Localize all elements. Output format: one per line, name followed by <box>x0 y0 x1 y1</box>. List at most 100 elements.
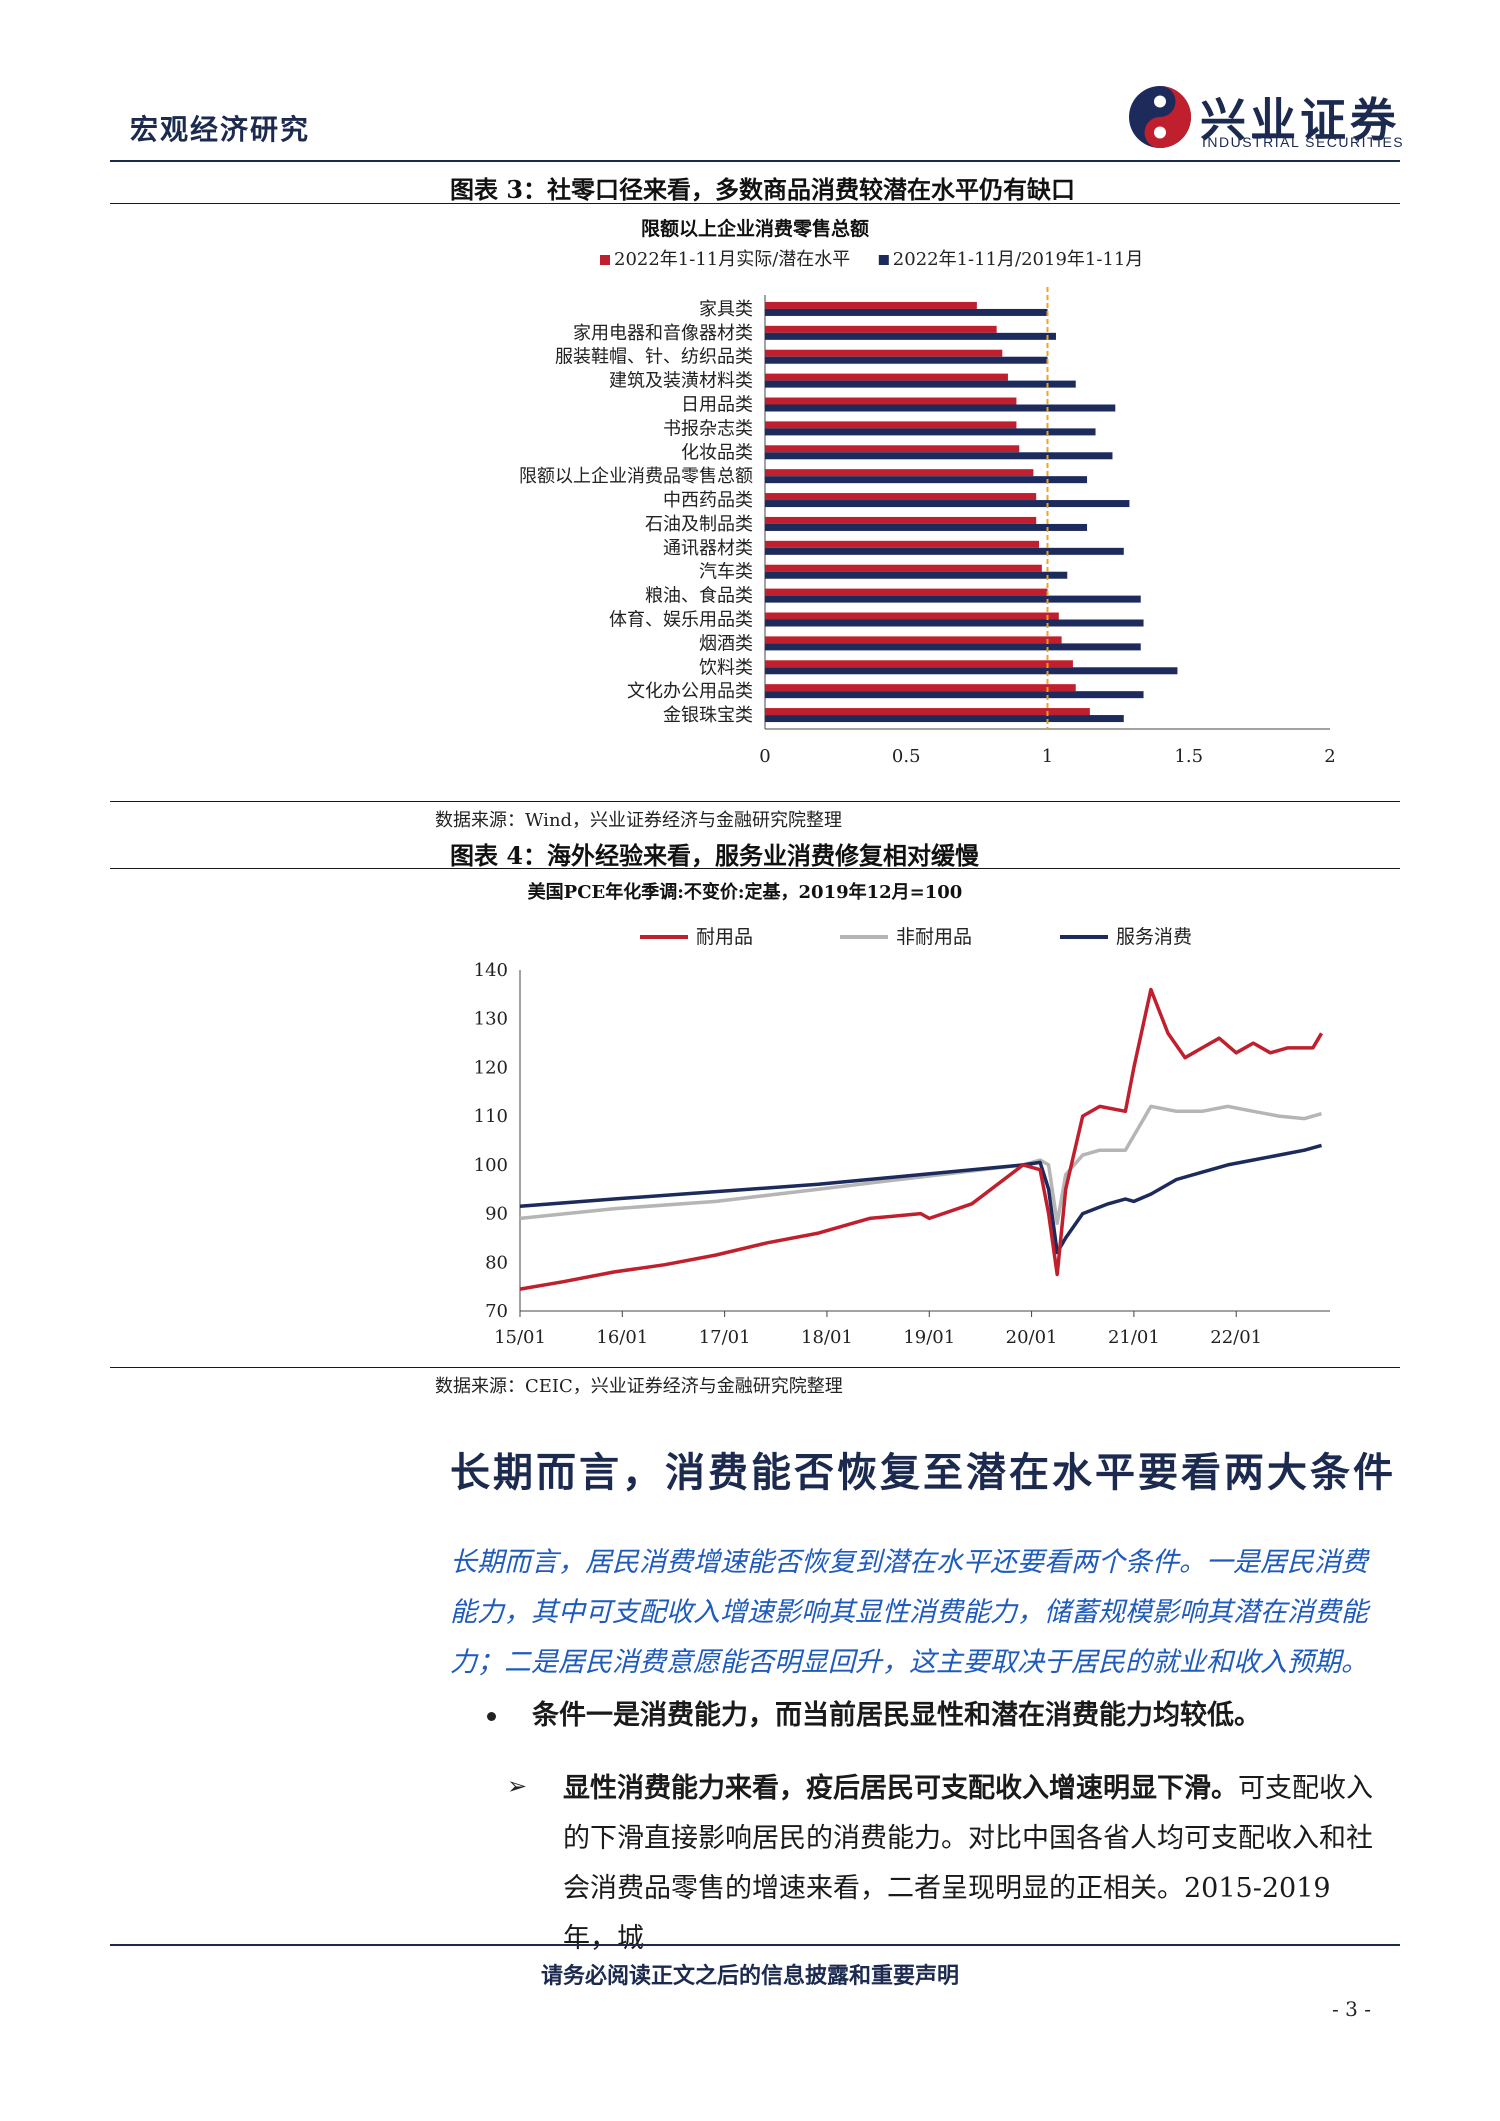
chart1-bar-vs2019 <box>765 715 1124 723</box>
sub-point-lead: 显性消费能力来看，疫后居民可支配收入增速明显下滑。 <box>563 1773 1238 1804</box>
figure3-bar-chart: 限额以上企业消费零售总额 2022年1-11月实际/潜在水平 2022年1-11月/… <box>519 217 1336 767</box>
footer-disclaimer: 请务必阅读正文之后的信息披露和重要声明 <box>540 1963 959 1989</box>
chart1-bar-vs2019 <box>765 452 1113 460</box>
chart2-y-tick-label: 80 <box>485 1252 508 1273</box>
bullet-icon <box>487 1712 496 1721</box>
chart1-bar-potential <box>765 516 1037 524</box>
chart1-category-label: 家具类 <box>699 299 753 320</box>
chart2-x-tick-label: 18/01 <box>801 1327 853 1348</box>
figure4-bottom-rule <box>110 1367 1400 1368</box>
figure3-title: 图表 3：社零口径来看，多数商品消费较潜在水平仍有缺口 <box>450 175 1076 204</box>
intro-paragraph: 长期而言，居民消费增速能否恢复到潜在水平还要看两个条件。一是居民消费能力，其中可… <box>450 1547 1368 1678</box>
chart1-bar-vs2019 <box>765 476 1088 484</box>
chart1-legend-label-0: 2022年1-11月实际/潜在水平 <box>614 249 850 270</box>
chart1-bar-vs2019 <box>765 571 1068 579</box>
chart1-bar-potential <box>765 397 1017 405</box>
figure3-top-rule <box>110 203 1400 204</box>
chart1-bar-vs2019 <box>765 691 1144 699</box>
chart1-category-label: 体育、娱乐用品类 <box>609 610 753 631</box>
chart1-bar-potential <box>765 660 1073 668</box>
chart1-category-label: 中西药品类 <box>663 490 753 511</box>
chart1-x-tick-label: 0.5 <box>892 746 921 767</box>
chart1-bar-potential <box>765 684 1076 692</box>
figure4-line-chart: 美国PCE年化季调:不变价:定基，2019年12月=100 耐用品 非耐用品 服务消费… <box>474 881 1330 1348</box>
chart1-category-label: 服装鞋帽、针、纺织品类 <box>555 347 753 368</box>
chart2-x-tick-label: 21/01 <box>1108 1327 1160 1348</box>
company-name-cn: 兴业证券 <box>1200 93 1400 147</box>
page-number: - 3 - <box>1332 1997 1371 2021</box>
arrow-bullet-icon: ➢ <box>507 1772 528 1800</box>
chart1-bar-potential <box>765 612 1059 620</box>
chart1-category-label: 汽车类 <box>699 562 753 583</box>
chart2-y-tick-label: 140 <box>474 960 508 981</box>
company-name-en: INDUSTRIAL SECURITIES <box>1202 134 1405 150</box>
report-section-label: 宏观经济研究 <box>130 113 311 146</box>
chart2-x-tick-label: 16/01 <box>596 1327 648 1348</box>
chart2-y-tick-label: 90 <box>485 1204 508 1225</box>
chart1-legend-swatch-1 <box>878 255 889 265</box>
sub-point-body: 可支配收入的下滑直接影响居民的消费能力。对比中国各省人均可支配收入和社会消费品零… <box>563 1773 1373 1954</box>
chart1-bar-vs2019 <box>765 380 1076 388</box>
chart2-series-line-0 <box>519 987 1324 1291</box>
chart1-bar-potential <box>765 373 1008 381</box>
chart1-bar-potential <box>765 564 1042 572</box>
sub-point-paragraph: 显性消费能力来看，疫后居民可支配收入增速明显下滑。可支配收入的下滑直接影响居民的… <box>563 1764 1378 1964</box>
chart2-y-tick-label: 130 <box>474 1009 508 1030</box>
chart1-x-tick-label: 1 <box>1042 746 1053 767</box>
chart1-bar-potential <box>765 325 997 333</box>
chart1-bar-vs2019 <box>765 547 1124 555</box>
chart1-bar-potential <box>765 708 1090 716</box>
chart1-x-tick-label: 2 <box>1324 746 1335 767</box>
chart1-bar-vs2019 <box>765 523 1088 531</box>
chart1-legend-label-1: 2022年1-11月/2019年1-11月 <box>893 249 1144 270</box>
chart1-category-label: 石油及制品类 <box>645 514 753 535</box>
chart2-series-line-1 <box>519 1104 1322 1226</box>
figure3-bottom-rule <box>110 801 1400 802</box>
chart1-category-label: 家用电器和音像器材类 <box>573 323 753 344</box>
chart1-bar-vs2019 <box>765 643 1141 651</box>
figure4-source: 数据来源：CEIC，兴业证券经济与金融研究院整理 <box>435 1376 843 1397</box>
chart2-series-line-2 <box>519 1143 1322 1255</box>
chart1-bar-potential <box>765 469 1034 477</box>
chart1-bar-vs2019 <box>765 500 1130 508</box>
chart2-legend-label-1: 非耐用品 <box>896 926 972 948</box>
chart2-x-tick-label: 15/01 <box>494 1327 546 1348</box>
chart2-x-tick-label: 20/01 <box>1006 1327 1058 1348</box>
chart1-bar-potential <box>765 301 977 309</box>
chart1-x-tick-label: 0 <box>759 746 770 767</box>
chart1-category-label: 化妆品类 <box>681 442 753 463</box>
chart1-category-label: 限额以上企业消费品零售总额 <box>519 466 753 487</box>
chart1-bar-vs2019 <box>765 332 1056 340</box>
chart1-title: 限额以上企业消费零售总额 <box>641 217 869 240</box>
company-logo-icon <box>1129 86 1191 148</box>
chart1-category-label: 文化办公用品类 <box>627 681 753 702</box>
figure4-top-rule <box>110 868 1400 869</box>
chart2-y-tick-label: 70 <box>485 1301 508 1322</box>
chart1-category-label: 通讯器材类 <box>663 538 753 559</box>
chart2-y-tick-label: 110 <box>474 1106 508 1127</box>
chart1-bar-potential <box>765 445 1020 453</box>
chart1-bar-potential <box>765 421 1017 429</box>
bullet-point-text: 条件一是消费能力，而当前居民显性和潜在消费能力均较低。 <box>532 1700 1261 1731</box>
chart1-bar-vs2019 <box>765 667 1178 675</box>
chart2-y-tick-label: 100 <box>474 1155 508 1176</box>
chart1-category-label: 烟酒类 <box>699 633 753 654</box>
chart1-bar-potential <box>765 540 1040 548</box>
chart2-y-tick-label: 120 <box>474 1057 508 1078</box>
header-rule <box>110 160 1400 162</box>
chart1-bar-vs2019 <box>765 595 1141 603</box>
chart1-bar-potential <box>765 349 1003 357</box>
chart1-category-label: 金银珠宝类 <box>663 705 753 726</box>
chart2-title: 美国PCE年化季调:不变价:定基，2019年12月=100 <box>528 881 963 903</box>
chart1-x-tick-label: 1.5 <box>1174 746 1203 767</box>
chart1-legend-swatch-0 <box>600 255 610 265</box>
chart1-bar-vs2019 <box>765 308 1048 316</box>
chart1-bar-vs2019 <box>765 428 1096 436</box>
chart2-legend-label-0: 耐用品 <box>696 926 753 948</box>
chart1-bar-vs2019 <box>765 356 1048 364</box>
chart1-category-label: 书报杂志类 <box>663 418 753 439</box>
chart1-bar-potential <box>765 588 1048 596</box>
chart1-category-label: 日用品类 <box>681 395 753 416</box>
chart2-x-tick-label: 19/01 <box>903 1327 955 1348</box>
chart2-x-tick-label: 22/01 <box>1210 1327 1262 1348</box>
